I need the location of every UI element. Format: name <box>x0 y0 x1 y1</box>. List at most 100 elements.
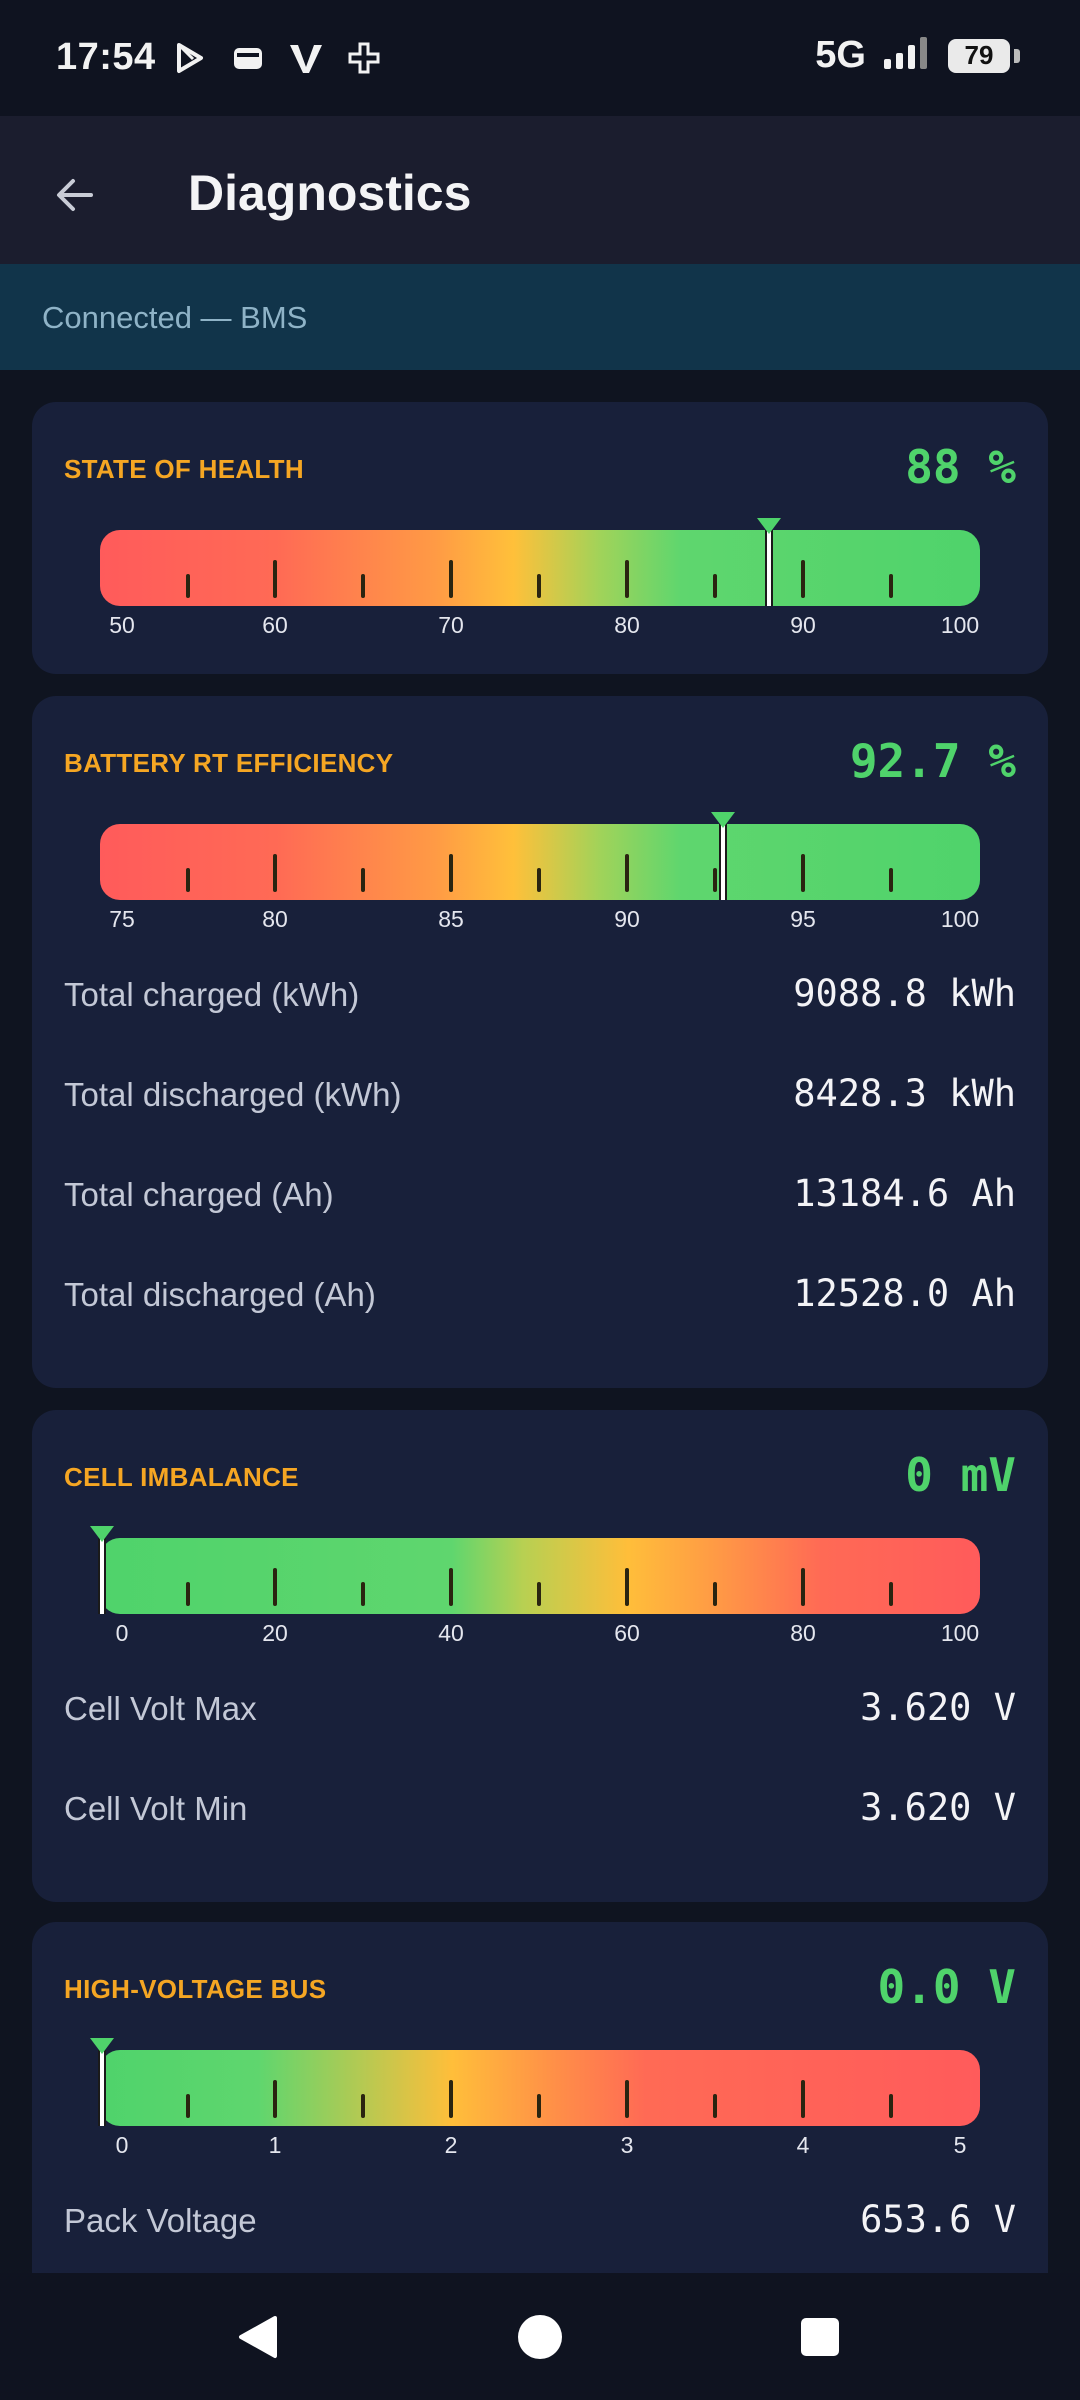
gauge-tick-label: 4 <box>796 2132 810 2158</box>
imbalance-value: 0 mV <box>905 1448 1016 1502</box>
list-item: Cell Volt Min 3.620 V <box>64 1780 1016 1840</box>
soh-gauge: 50 60 70 80 90 100 <box>100 518 980 638</box>
signal-icon <box>882 35 932 76</box>
arrow-left-icon <box>57 179 93 211</box>
list-item: Total discharged (kWh) 8428.3 kWh <box>64 1066 1016 1126</box>
gauge-minor-tick <box>186 1582 190 1606</box>
nav-recents-button[interactable] <box>790 2307 850 2367</box>
gauge-minor-tick <box>537 574 541 598</box>
gauge-major-tick <box>801 1568 805 1606</box>
gauge-tick-label: 40 <box>438 1620 464 1646</box>
gauge-labels: 0 1 2 3 4 5 <box>100 2132 980 2162</box>
gauge-tick-label: 100 <box>940 612 980 638</box>
row-value: 3.620 V <box>860 1786 1016 1829</box>
gauge-tick-label: 85 <box>438 906 464 932</box>
gauge-major-tick <box>273 560 277 598</box>
card-title: STATE OF HEALTH <box>64 454 304 484</box>
row-value: 12528.0 Ah <box>793 1272 1016 1315</box>
page-title: Diagnostics <box>188 165 472 221</box>
imbalance-gauge: 0 20 40 60 80 100 <box>90 1526 980 1646</box>
gauge-labels: 75 80 85 90 95 100 <box>100 906 980 936</box>
efficiency-card: BATTERY RT EFFICIENCY 92.7 % 75 80 85 90 95 1… <box>32 696 1048 1388</box>
gauge-minor-tick <box>361 1582 365 1606</box>
gauge-tick-label: 80 <box>614 612 640 638</box>
gauge-major-tick <box>801 560 805 598</box>
gauge-minor-tick <box>713 1582 717 1606</box>
row-value: 8428.3 kWh <box>793 1072 1016 1115</box>
nav-home-button[interactable] <box>510 2307 570 2367</box>
connection-banner: Connected — BMS <box>0 264 1080 370</box>
soh-value: 88 % <box>905 440 1016 494</box>
gauge-tick-label: 75 <box>109 906 135 932</box>
card-title: BATTERY RT EFFICIENCY <box>64 748 394 778</box>
v-app-icon <box>288 40 324 76</box>
list-item: Total charged (kWh) 9088.8 kWh <box>64 966 1016 1026</box>
gauge-ticks <box>100 2050 980 2118</box>
battery-level: 79 <box>964 40 994 70</box>
marker-line <box>98 1538 106 1614</box>
nav-back-icon <box>239 2316 277 2358</box>
list-item: Pack Voltage 653.6 V <box>64 2192 1016 2252</box>
row-label: Pack Voltage <box>64 2202 257 2239</box>
nav-back-button[interactable] <box>228 2307 288 2367</box>
card-title: HIGH-VOLTAGE BUS <box>64 1974 327 2004</box>
gauge-tick-label: 50 <box>109 612 135 638</box>
hv-bus-value: 0.0 V <box>877 1960 1016 2014</box>
gauge-major-tick <box>625 1568 629 1606</box>
row-label: Total discharged (Ah) <box>64 1276 376 1313</box>
row-value: 9088.8 kWh <box>793 972 1016 1015</box>
row-label: Total discharged (kWh) <box>64 1076 402 1113</box>
marker-triangle-icon <box>756 518 781 534</box>
notification-icons <box>172 38 382 78</box>
gauge-labels: 50 60 70 80 90 100 <box>100 612 980 642</box>
gauge-major-tick <box>625 560 629 598</box>
wallet-icon <box>230 40 266 76</box>
gauge-minor-tick <box>889 574 893 598</box>
gauge-minor-tick <box>361 574 365 598</box>
marker-triangle-icon <box>90 2038 114 2054</box>
list-item: Total charged (Ah) 13184.6 Ah <box>64 1166 1016 1226</box>
gauge-major-tick <box>449 1568 453 1606</box>
gauge-labels: 0 20 40 60 80 100 <box>100 1620 980 1650</box>
list-item: Cell Volt Max 3.620 V <box>64 1680 1016 1740</box>
gauge-minor-tick <box>537 2094 541 2118</box>
nav-recents-icon <box>801 2318 839 2356</box>
row-label: Total charged (kWh) <box>64 976 360 1013</box>
system-nav-bar <box>0 2273 1080 2400</box>
row-label: Cell Volt Min <box>64 1790 248 1827</box>
row-value: 653.6 V <box>860 2198 1016 2241</box>
status-bar: 17:54 5G 79 <box>0 0 1080 116</box>
marker-triangle-icon <box>711 812 736 828</box>
gauge-tick-label: 2 <box>444 2132 458 2158</box>
gauge-minor-tick <box>713 2094 717 2118</box>
gauge-major-tick <box>449 2080 453 2118</box>
list-item: Total discharged (Ah) 12528.0 Ah <box>64 1266 1016 1326</box>
gauge-minor-tick <box>889 1582 893 1606</box>
soh-card: STATE OF HEALTH 88 % 50 60 70 80 90 100 <box>32 402 1048 674</box>
gauge-minor-tick <box>361 868 365 892</box>
gauge-major-tick <box>449 854 453 892</box>
connection-status: Connected — BMS <box>42 300 308 335</box>
gauge-tick-label: 20 <box>262 1620 288 1646</box>
marker-line <box>764 530 773 606</box>
gauge-major-tick <box>801 854 805 892</box>
marker-triangle-icon <box>90 1526 114 1542</box>
gauge-tick-label: 0 <box>115 1620 129 1646</box>
gauge-major-tick <box>625 854 629 892</box>
gauge-tick-label: 95 <box>790 906 816 932</box>
diagnostics-list[interactable]: STATE OF HEALTH 88 % 50 60 70 80 90 100 BATTE… <box>0 370 1080 2273</box>
gauge-major-tick <box>273 1568 277 1606</box>
gauge-tick-label: 90 <box>614 906 640 932</box>
gauge-minor-tick <box>361 2094 365 2118</box>
card-title: CELL IMBALANCE <box>64 1462 299 1492</box>
gauge-minor-tick <box>537 868 541 892</box>
gauge-minor-tick <box>713 574 717 598</box>
plus-app-icon <box>346 40 382 76</box>
play-store-icon <box>172 40 208 76</box>
back-button[interactable] <box>40 160 110 230</box>
gauge-minor-tick <box>713 868 717 892</box>
gauge-ticks <box>100 824 980 892</box>
row-value: 13184.6 Ah <box>793 1172 1016 1215</box>
gauge-marker <box>90 1526 114 1618</box>
efficiency-value: 92.7 % <box>849 734 1016 788</box>
